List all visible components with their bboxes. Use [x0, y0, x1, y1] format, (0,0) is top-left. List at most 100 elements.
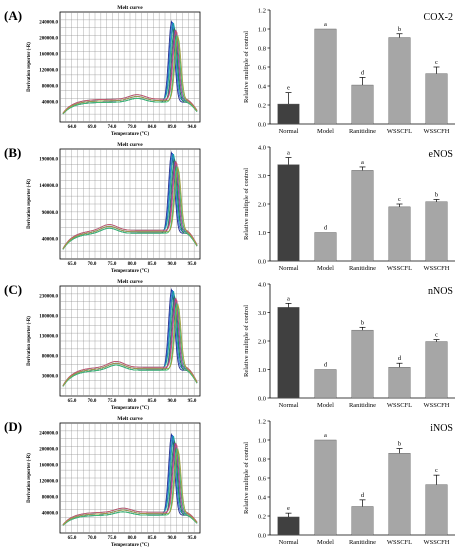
significance-letter: e — [287, 505, 290, 512]
panel-label: (A) — [4, 8, 22, 23]
bar-category-label: WSSCFH — [423, 539, 449, 546]
significance-letter: a — [361, 159, 364, 166]
bar-y-axis-label: Relative multiple of control — [243, 442, 250, 514]
bar-chart-title: nNOS — [428, 286, 453, 297]
bar-y-tick-label: 0.8 — [258, 45, 266, 52]
bar-y-tick-label: 0.8 — [258, 456, 266, 463]
melt-curve-line — [62, 165, 198, 250]
bar-category-label: WSSCFL — [387, 128, 412, 135]
bar-normal — [277, 103, 300, 125]
melt-y-tick-label: 130000.0 — [39, 335, 58, 340]
melt-x-tick-label: 85.0 — [148, 399, 157, 404]
melt-y-tick-label: 190000.0 — [39, 158, 58, 163]
melt-x-tick-label: 65.0 — [68, 536, 77, 541]
bar-wsscfh — [425, 341, 448, 399]
bar-category-label: WSSCFH — [423, 128, 449, 135]
bar-model — [314, 28, 337, 125]
melt-x-tick-label: 90.0 — [168, 536, 177, 541]
melt-title: Melt curve — [117, 416, 143, 422]
bar-ranitidine — [351, 506, 374, 536]
melt-curve-plot: Melt curve 190000.0 140000.0 90000.0 40000.0… — [27, 142, 201, 274]
melt-x-tick-label: 95.0 — [188, 262, 197, 267]
melt-x-tick-label: 80.0 — [128, 399, 137, 404]
melt-x-tick-label: 89.0 — [168, 125, 177, 130]
bar-wsscfl — [388, 37, 411, 125]
bar-model — [314, 369, 337, 399]
significance-letter: b — [398, 441, 401, 448]
melt-curve-line — [62, 302, 198, 387]
bar-y-tick-label: 0.4 — [258, 494, 267, 501]
melt-x-tick-label: 84.0 — [148, 125, 157, 130]
bar-normal — [277, 307, 300, 399]
melt-x-axis-label: Temperature (°C) — [111, 406, 149, 411]
bar-category-label: Ranitidine — [349, 402, 376, 409]
bar-category-label: Model — [317, 539, 334, 546]
significance-letter: b — [398, 26, 401, 33]
bar-category-label: Normal — [279, 539, 299, 546]
melt-y-axis-label: Derivation reporter (-R) — [27, 316, 32, 366]
bar-y-axis-label: Relative multiple of control — [243, 305, 250, 377]
bar-y-tick-label: 4.0 — [258, 281, 266, 288]
melt-y-tick-label: 160000.0 — [39, 464, 58, 469]
melt-x-tick-label: 95.0 — [188, 536, 197, 541]
bar-model — [314, 232, 337, 262]
bar-y-tick-label: 0.0 — [258, 258, 266, 265]
melt-curve-line — [62, 447, 198, 526]
melt-x-tick-label: 75.0 — [108, 262, 117, 267]
melt-x-tick-label: 75.0 — [108, 536, 117, 541]
bar-y-tick-label: 1.0 — [258, 437, 266, 444]
panel-label: (C) — [4, 282, 22, 297]
bar-wsscfl — [388, 453, 411, 536]
bar-chart-title: COX-2 — [424, 12, 453, 23]
bar-chart-title: eNOS — [429, 149, 453, 160]
bar-y-tick-label: 1.0 — [258, 230, 266, 237]
melt-curve-line — [62, 35, 198, 114]
bar-y-tick-label: 0.0 — [258, 121, 266, 128]
panel-label: (D) — [4, 419, 22, 434]
bar-category-label: Model — [317, 128, 334, 135]
melt-x-tick-label: 70.0 — [88, 262, 97, 267]
bar-category-label: WSSCFH — [423, 402, 449, 409]
melt-curve-line — [62, 29, 198, 114]
melt-curve-line — [62, 442, 198, 525]
bar-normal — [277, 164, 300, 262]
melt-x-axis-label: Temperature (°C) — [111, 543, 149, 548]
bar-category-label: WSSCFL — [387, 402, 412, 409]
bar-chart-title: iNOS — [430, 423, 453, 434]
melt-x-tick-label: 90.0 — [168, 262, 177, 267]
bar-y-tick-label: 0.2 — [258, 102, 266, 109]
significance-letter: a — [324, 432, 327, 439]
melt-y-tick-label: 40000.0 — [42, 238, 59, 243]
bar-category-label: WSSCFL — [387, 265, 412, 272]
melt-x-tick-label: 94.0 — [188, 125, 197, 130]
melt-y-tick-label: 240000.0 — [39, 432, 58, 437]
bar-y-tick-label: 3.0 — [258, 173, 266, 180]
melt-x-tick-label: 79.0 — [128, 125, 137, 130]
bar-chart: 0.0 0.2 0.4 0.6 0.8 1.0 1.2 Relative multiple o… — [243, 7, 455, 135]
melt-y-tick-label: 120000.0 — [39, 69, 58, 74]
bar-y-tick-label: 1.0 — [258, 367, 266, 374]
melt-y-tick-label: 200000.0 — [39, 448, 58, 453]
bar-y-tick-label: 1.2 — [258, 7, 266, 14]
bar-y-tick-label: 0.0 — [258, 395, 266, 402]
bar-category-label: Ranitidine — [349, 539, 376, 546]
panel-b: (B) Melt curve 190000.0 140000.0 90000.0 4000… — [4, 142, 455, 274]
melt-curve-line — [62, 448, 198, 526]
significance-letter: b — [361, 319, 364, 326]
bar-category-label: Ranitidine — [349, 265, 376, 272]
bar-category-label: WSSCFH — [423, 265, 449, 272]
melt-x-tick-label: 85.0 — [148, 262, 157, 267]
melt-y-tick-label: 80000.0 — [42, 355, 59, 360]
bar-ranitidine — [351, 170, 374, 262]
bar-category-label: Normal — [279, 265, 299, 272]
melt-x-tick-label: 74.0 — [108, 125, 117, 130]
bar-y-tick-label: 0.6 — [258, 64, 267, 71]
melt-curve-line — [62, 297, 198, 386]
melt-x-tick-label: 69.0 — [88, 125, 97, 130]
bar-model — [314, 439, 337, 536]
melt-curve-line — [62, 34, 198, 115]
significance-letter: a — [287, 295, 290, 302]
melt-x-tick-label: 70.0 — [88, 536, 97, 541]
bar-y-tick-label: 4.0 — [258, 144, 266, 151]
melt-y-tick-label: 240000.0 — [39, 21, 58, 26]
